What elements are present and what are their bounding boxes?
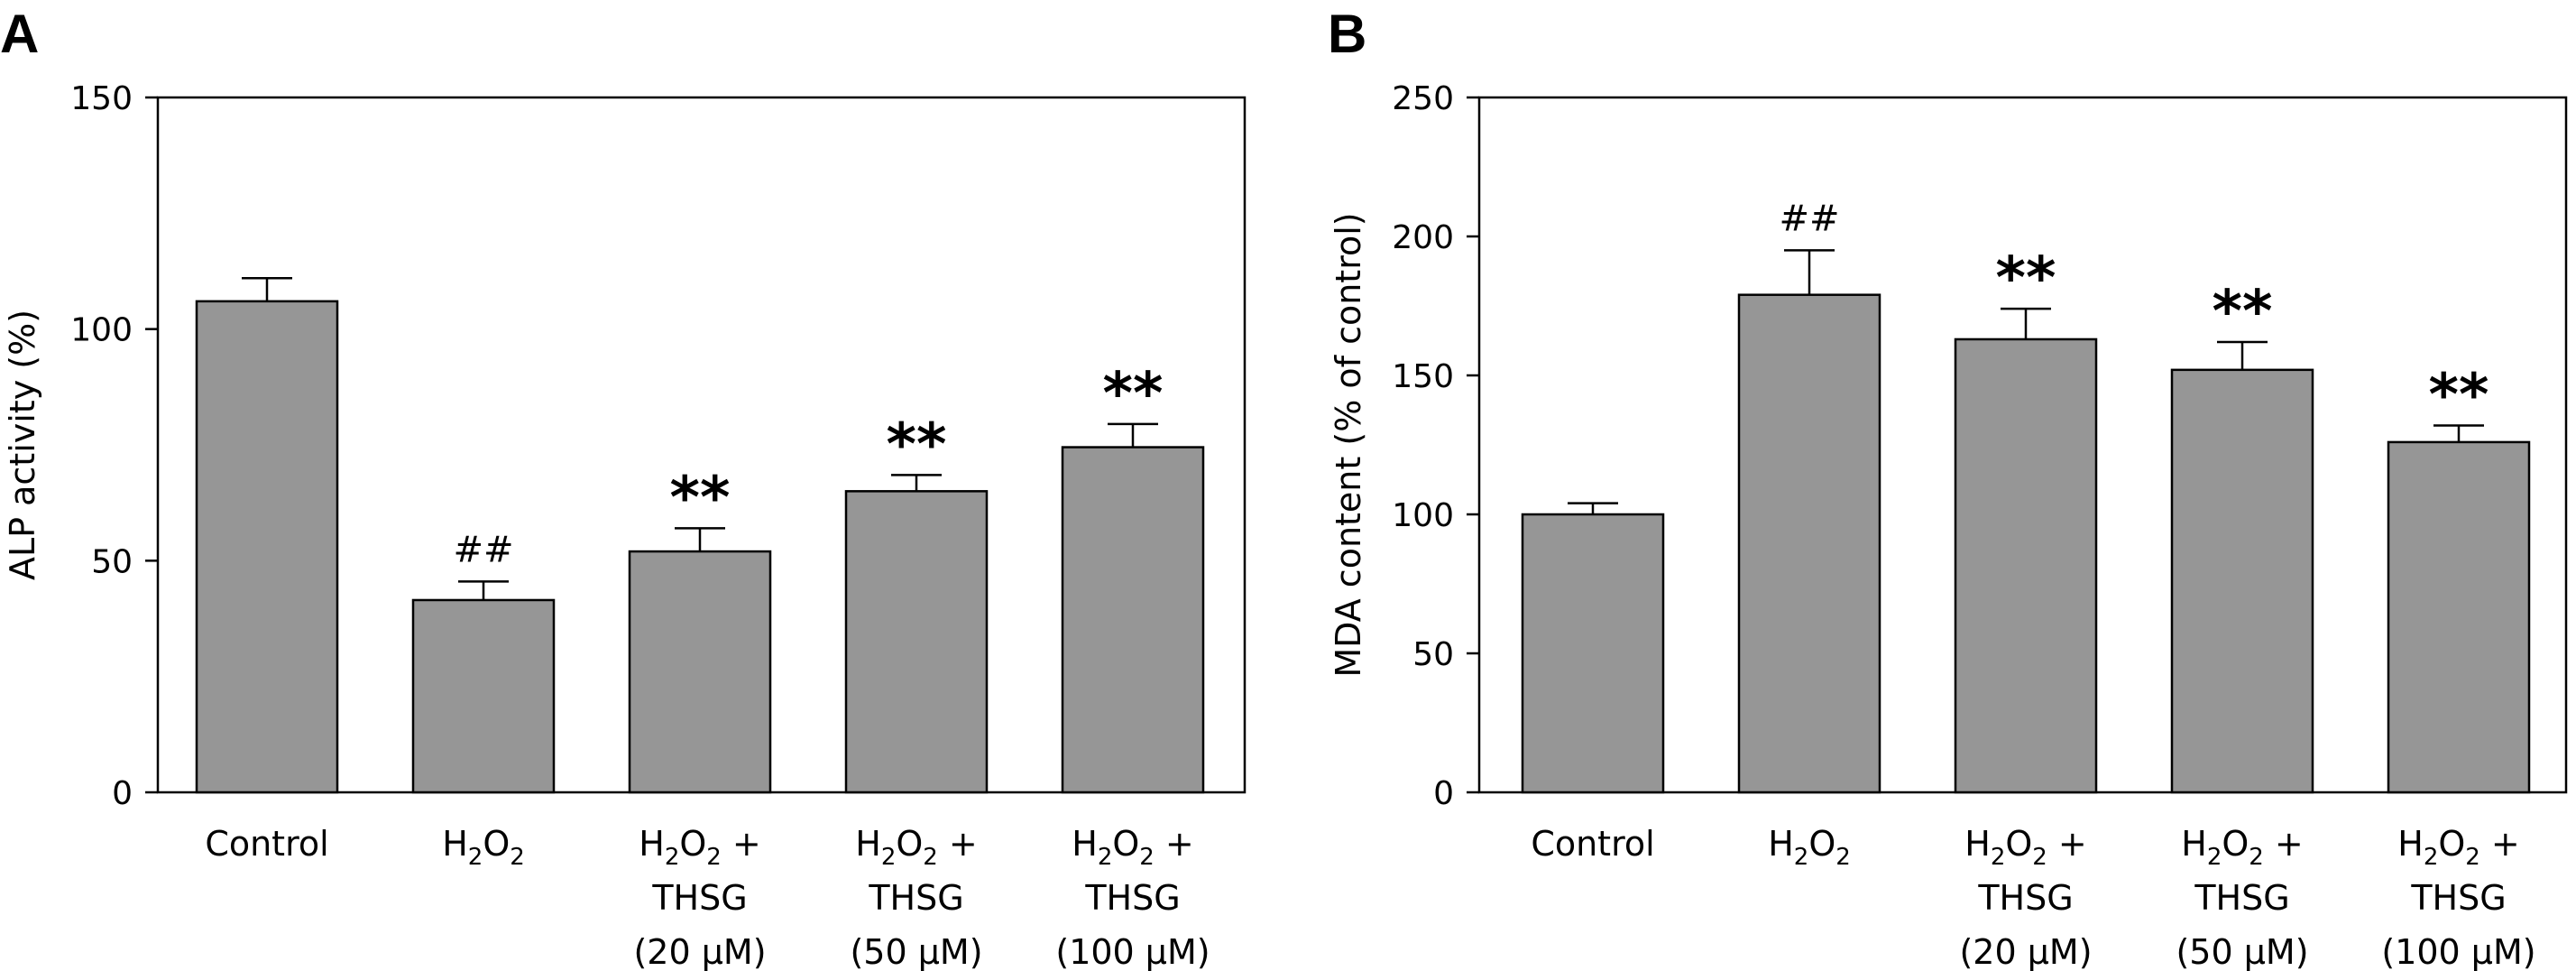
y-axis-label: MDA content (% of control) bbox=[1329, 212, 1368, 677]
y-tick-label: 200 bbox=[1392, 219, 1454, 256]
x-category-label: THSG bbox=[2410, 878, 2506, 918]
error-bar bbox=[1784, 249, 1835, 295]
x-category-label: H2O2 bbox=[442, 824, 525, 871]
bar bbox=[2387, 440, 2531, 794]
y-axis-label: ALP activity (%) bbox=[3, 310, 42, 580]
x-category-label: THSG bbox=[1977, 878, 2073, 918]
error-bar bbox=[1108, 422, 1158, 448]
x-category-label: (100 μM) bbox=[1055, 932, 1210, 971]
panel-label: A bbox=[0, 4, 39, 64]
bar bbox=[411, 598, 556, 794]
bar bbox=[1737, 293, 1881, 794]
x-category-label: THSG bbox=[651, 878, 747, 918]
panel-label: B bbox=[1328, 4, 1366, 64]
error-bar bbox=[675, 527, 725, 552]
error-bar bbox=[2433, 424, 2484, 442]
y-tick-label: 150 bbox=[70, 80, 133, 117]
y-tick-label: 50 bbox=[1412, 636, 1454, 673]
x-category-label: THSG bbox=[1084, 878, 1180, 918]
y-tick-label: 150 bbox=[1392, 358, 1454, 395]
significance-marker: ** bbox=[1996, 245, 2056, 312]
significance-marker: ** bbox=[2429, 362, 2489, 429]
error-bar bbox=[242, 276, 292, 301]
x-category-label: (50 μM) bbox=[850, 932, 982, 971]
bar bbox=[1521, 513, 1665, 794]
significance-marker: ** bbox=[2213, 279, 2273, 346]
y-tick-label: 250 bbox=[1392, 80, 1454, 117]
x-category-label: (100 μM) bbox=[2381, 932, 2535, 971]
x-category-label: (20 μM) bbox=[1959, 932, 2092, 971]
bar bbox=[1954, 338, 2098, 794]
y-tick-label: 0 bbox=[1433, 775, 1454, 812]
significance-marker: ## bbox=[1779, 198, 1839, 239]
error-bar bbox=[458, 580, 509, 600]
significance-marker: ## bbox=[453, 529, 513, 570]
x-category-label: H2O2 + bbox=[2181, 824, 2304, 871]
significance-marker: ** bbox=[887, 412, 947, 478]
bar bbox=[844, 490, 989, 794]
y-tick-label: 0 bbox=[112, 775, 133, 812]
x-category-label: H2O2 + bbox=[639, 824, 761, 871]
chart-panel-a: A 0 50 100 150 ALP activity (%) Control ## H2O2 *… bbox=[0, 4, 1247, 971]
x-category-label: H2O2 + bbox=[855, 824, 978, 871]
x-category-label: THSG bbox=[2194, 878, 2289, 918]
significance-marker: ** bbox=[1103, 361, 1164, 428]
y-tick-label: 100 bbox=[70, 312, 133, 349]
bar bbox=[628, 550, 772, 794]
x-category-label: (20 μM) bbox=[633, 932, 766, 971]
significance-marker: ** bbox=[670, 465, 731, 532]
bar bbox=[1061, 446, 1205, 794]
x-category-label: (50 μM) bbox=[2176, 932, 2308, 971]
bar bbox=[2170, 368, 2314, 794]
y-tick-label: 50 bbox=[91, 543, 133, 580]
bar bbox=[195, 300, 339, 794]
error-bar bbox=[2001, 307, 2051, 339]
chart-panel-b: B 0 50 100 150 200 250 MDA content (% of contro… bbox=[1328, 4, 2568, 971]
y-tick-label: 100 bbox=[1392, 497, 1454, 534]
x-category-label: Control bbox=[1531, 824, 1654, 864]
error-bar bbox=[2217, 340, 2268, 370]
x-category-label: H2O2 + bbox=[1072, 824, 1194, 871]
x-category-label: THSG bbox=[868, 878, 963, 918]
x-category-label: Control bbox=[205, 824, 328, 864]
x-category-label: H2O2 + bbox=[2397, 824, 2520, 871]
error-bar bbox=[891, 474, 942, 492]
x-category-label: H2O2 + bbox=[1964, 824, 2087, 871]
x-category-label: H2O2 bbox=[1768, 824, 1851, 871]
error-bar bbox=[1568, 502, 1618, 514]
